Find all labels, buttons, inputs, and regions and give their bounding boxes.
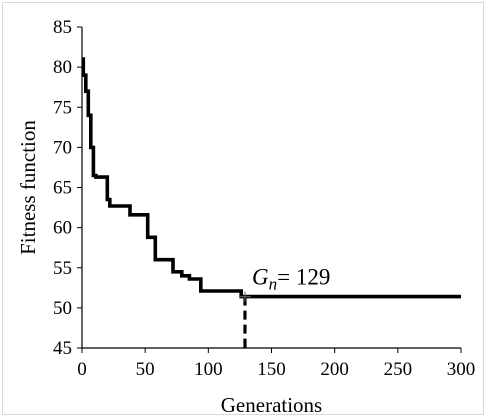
y-axis-title: Fitness function (16, 120, 40, 255)
y-tick-label: 75 (53, 97, 72, 118)
x-tick-label: 50 (136, 359, 155, 380)
y-tick-label: 65 (53, 178, 72, 199)
gn-annotation-label: Gn= 129 (252, 265, 330, 294)
y-tick-label: 85 (53, 17, 72, 38)
x-tick-label: 250 (384, 359, 413, 380)
y-tick-label: 45 (53, 338, 72, 359)
series-group (81, 57, 461, 299)
fitness-series-line (81, 57, 461, 299)
x-axis-title: Generations (221, 393, 322, 417)
y-tick-label: 80 (53, 57, 72, 78)
y-tick-label: 55 (53, 258, 72, 279)
axes (81, 27, 461, 349)
x-tick-label: 300 (447, 359, 476, 380)
ticks: 45 50 55 60 65 70 75 80 85 0 50 100 150 200 250 300 (53, 17, 475, 380)
annotation-group: Gn= 129 (238, 265, 330, 348)
x-tick-label: 150 (257, 359, 286, 380)
gn-symbol: G (252, 265, 269, 290)
gn-value: = 129 (277, 265, 330, 290)
gn-subscript: n (269, 275, 278, 294)
y-tick-label: 60 (53, 218, 72, 239)
x-tick-label: 0 (77, 359, 87, 380)
y-tick-label: 50 (53, 298, 72, 319)
y-tick-label: 70 (53, 137, 72, 158)
x-tick-label: 200 (320, 359, 349, 380)
x-tick-label: 100 (194, 359, 223, 380)
